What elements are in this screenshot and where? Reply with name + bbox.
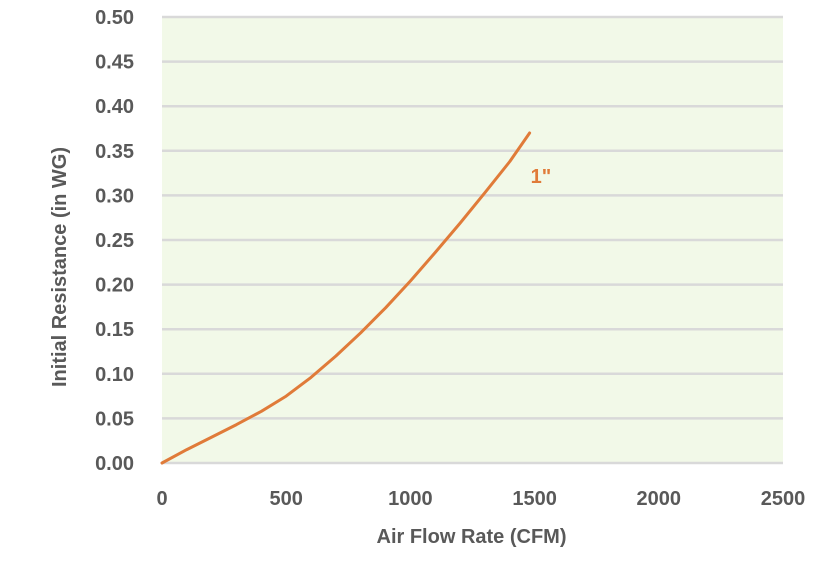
x-tick-label: 2500 xyxy=(761,488,806,510)
y-tick-label: 0.00 xyxy=(95,453,134,475)
y-tick-label: 0.10 xyxy=(95,364,134,386)
y-axis-title: Initial Resistance (in WG) xyxy=(49,147,71,387)
y-tick-label: 0.35 xyxy=(95,141,134,163)
y-tick-label: 0.25 xyxy=(95,230,134,252)
y-tick-label: 0.20 xyxy=(95,275,134,297)
x-tick-label: 1000 xyxy=(388,488,433,510)
series-label: 1" xyxy=(531,166,552,188)
y-tick-label: 0.30 xyxy=(95,185,134,207)
y-tick-label: 0.05 xyxy=(95,408,134,430)
x-tick-label: 1500 xyxy=(512,488,557,510)
y-tick-label: 0.40 xyxy=(95,96,134,118)
x-axis-title: Air Flow Rate (CFM) xyxy=(377,526,567,548)
x-tick-label: 500 xyxy=(270,488,303,510)
x-tick-label: 2000 xyxy=(637,488,682,510)
y-tick-label: 0.50 xyxy=(95,7,134,29)
x-tick-label: 0 xyxy=(156,488,167,510)
series-line xyxy=(160,131,532,465)
y-tick-label: 0.15 xyxy=(95,319,134,341)
y-tick-label: 0.45 xyxy=(95,52,134,74)
